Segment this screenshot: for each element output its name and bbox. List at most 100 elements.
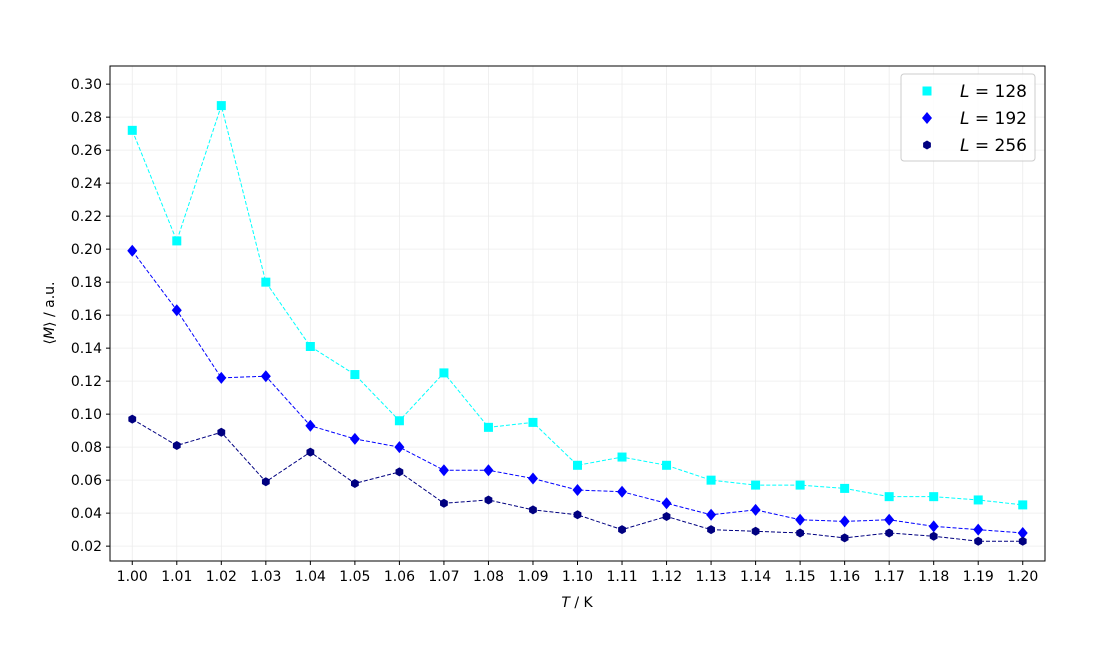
- x-tick-label: 1.09: [517, 569, 548, 585]
- series-markers: [127, 101, 1028, 546]
- data-point-128: [483, 422, 493, 432]
- data-point-256: [707, 525, 715, 535]
- data-point-256: [751, 526, 760, 536]
- y-tick-label: 0.18: [71, 275, 102, 291]
- data-point-192: [438, 464, 449, 477]
- data-point-192: [260, 370, 271, 383]
- series-line-256: [132, 418, 1023, 542]
- data-point-256: [128, 414, 137, 424]
- x-tick-label: 1.07: [428, 569, 459, 585]
- data-point-256: [261, 477, 270, 487]
- data-point-192: [750, 503, 761, 516]
- data-point-128: [795, 480, 805, 490]
- data-point-128: [350, 370, 360, 380]
- data-point-256: [306, 447, 315, 457]
- x-tick-label: 1.19: [963, 569, 994, 585]
- data-point-256: [440, 498, 448, 508]
- legend-label-128: L = 128: [960, 82, 1027, 102]
- data-point-192: [884, 513, 895, 526]
- data-point-128: [840, 483, 850, 493]
- y-tick-label: 0.28: [71, 110, 102, 126]
- data-point-256: [840, 533, 849, 543]
- x-axis-label: T / K: [561, 595, 593, 611]
- data-point-256: [885, 528, 894, 538]
- y-tick-label: 0.22: [71, 209, 102, 225]
- data-point-256: [484, 495, 493, 505]
- data-point-256: [172, 441, 181, 450]
- x-tick-label: 1.15: [785, 569, 816, 585]
- grid-lines: [110, 66, 1045, 561]
- data-point-192: [127, 244, 138, 257]
- x-tick-label: 1.00: [117, 569, 148, 585]
- data-point-256: [662, 511, 671, 521]
- legend: L = 128 L = 192 L = 256: [900, 73, 1036, 162]
- data-point-192: [394, 441, 405, 454]
- x-tick-label: 1.17: [874, 569, 905, 585]
- data-point-192: [572, 484, 583, 497]
- x-tick-label: 1.12: [651, 569, 682, 585]
- y-tick-label: 0.26: [71, 143, 102, 159]
- data-point-192: [527, 472, 538, 485]
- series-lines: [131, 103, 1023, 542]
- data-point-192: [216, 371, 227, 384]
- x-tick-label: 1.11: [606, 569, 637, 585]
- y-tick-label: 0.08: [71, 440, 102, 456]
- data-point-128: [884, 492, 894, 502]
- data-point-192: [1017, 526, 1028, 539]
- legend-marker-256: [923, 140, 931, 150]
- data-point-128: [305, 342, 315, 351]
- x-tick-label: 1.04: [295, 569, 326, 585]
- legend-label-192: L = 192: [960, 109, 1027, 129]
- data-point-128: [706, 475, 716, 485]
- data-point-128: [216, 101, 226, 111]
- x-tick-label: 1.05: [339, 569, 370, 585]
- data-point-128: [172, 236, 182, 246]
- data-point-256: [1018, 536, 1027, 546]
- y-tick-label: 0.14: [71, 341, 102, 357]
- y-tick-label: 0.30: [71, 77, 102, 93]
- x-tick-label: 1.10: [562, 569, 593, 585]
- data-point-192: [839, 515, 850, 528]
- data-point-128: [528, 417, 538, 427]
- legend-label-256: L = 256: [960, 136, 1027, 156]
- data-point-256: [529, 505, 537, 515]
- x-tick-label: 1.13: [695, 569, 726, 585]
- y-tick-label: 0.02: [71, 539, 102, 555]
- y-axis: 0.02 0.04 0.06 0.08 0.10 0.12 0.14 0.16 0.18 0.20…: [71, 77, 110, 555]
- x-tick-label: 1.08: [473, 569, 504, 585]
- data-point-128: [573, 460, 582, 470]
- data-point-192: [305, 419, 316, 432]
- y-tick-label: 0.04: [71, 506, 102, 522]
- y-tick-label: 0.24: [71, 176, 102, 192]
- data-point-256: [573, 510, 582, 520]
- x-tick-label: 1.03: [250, 569, 281, 585]
- data-point-256: [217, 427, 226, 437]
- x-tick-label: 1.14: [740, 569, 771, 585]
- legend-entries: L = 128 L = 192 L = 256: [922, 82, 1027, 156]
- data-point-192: [483, 464, 494, 477]
- y-tick-label: 0.16: [71, 308, 102, 324]
- y-tick-label: 0.10: [71, 407, 102, 423]
- y-tick-label: 0.20: [71, 242, 102, 258]
- data-point-128: [929, 492, 939, 502]
- data-point-192: [973, 523, 984, 536]
- data-point-128: [662, 460, 672, 470]
- data-point-256: [395, 467, 404, 477]
- x-tick-label: 1.06: [384, 569, 415, 585]
- data-point-256: [929, 531, 938, 541]
- data-point-128: [617, 452, 627, 462]
- x-tick-label: 1.18: [918, 569, 949, 585]
- data-point-192: [928, 520, 939, 533]
- data-point-256: [350, 478, 359, 488]
- data-point-192: [661, 497, 672, 510]
- data-point-192: [706, 508, 717, 521]
- data-point-128: [1018, 500, 1028, 510]
- data-point-192: [617, 485, 628, 498]
- data-point-192: [171, 304, 182, 317]
- x-axis: 1.00 1.01 1.02 1.03 1.04 1.05 1.06 1.07 1.08 1.09…: [117, 561, 1038, 585]
- y-tick-label: 0.12: [71, 374, 102, 390]
- data-point-128: [394, 416, 404, 426]
- y-tick-label: 0.06: [71, 473, 102, 489]
- series-line-128: [131, 103, 1023, 506]
